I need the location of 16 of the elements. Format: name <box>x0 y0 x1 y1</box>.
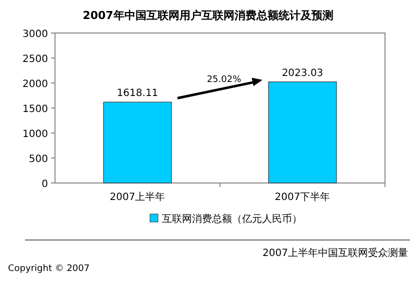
y-tick-label: 500 <box>28 154 48 165</box>
x-tick-label: 2007上半年 <box>110 191 166 203</box>
data-label: 1618.11 <box>116 88 158 100</box>
y-tick-label: 1500 <box>22 104 48 115</box>
y-tick-label: 0 <box>42 179 48 190</box>
y-tick-label: 1000 <box>22 129 48 140</box>
data-label: 2023.03 <box>282 68 324 79</box>
text: 2007上半年中国互联网受众测量 <box>262 247 408 259</box>
legend-label: 互联网消费总额（亿元人民币） <box>162 213 302 225</box>
y-tick-label: 2000 <box>22 79 48 90</box>
chart-title: 2007年中国互联网用户互联网消费总额统计及预测 <box>82 9 334 22</box>
annotation: 25.02% <box>206 74 242 85</box>
text: Copyright © 2007 <box>8 264 90 274</box>
y-tick-label: 3000 <box>22 29 48 40</box>
y-tick-label: 2500 <box>22 54 48 65</box>
x-tick-label: 2007下半年 <box>274 191 330 203</box>
